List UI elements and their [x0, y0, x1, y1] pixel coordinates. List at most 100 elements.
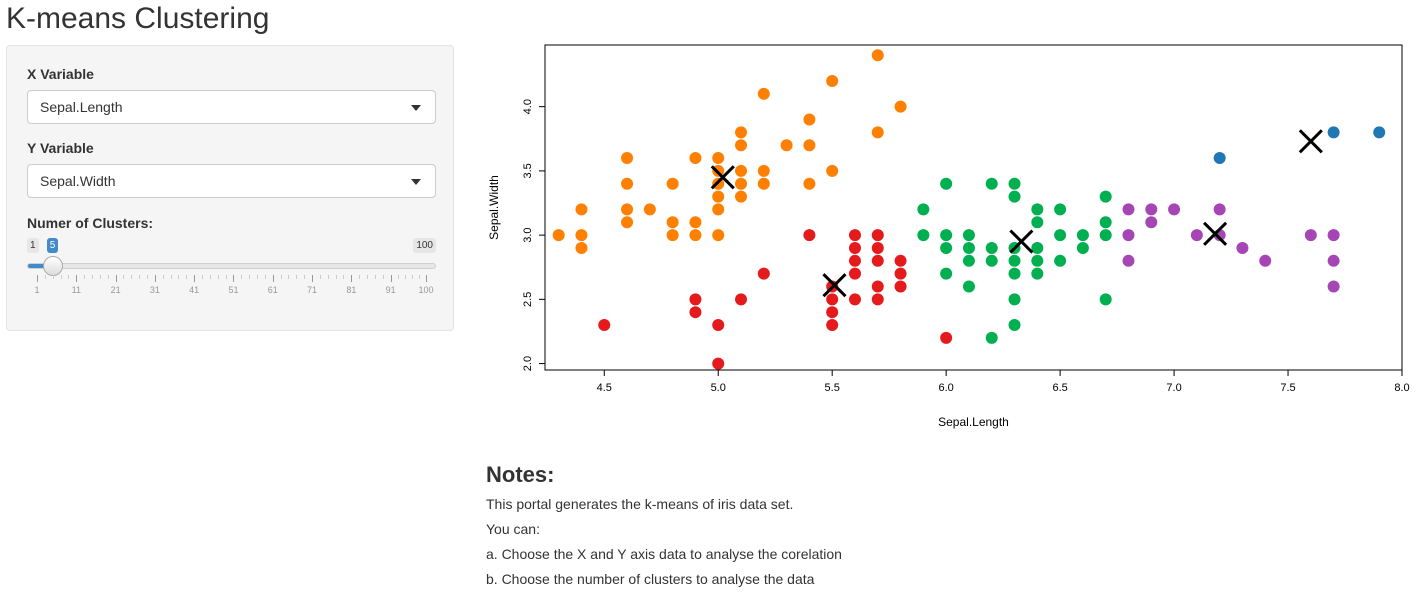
data-point — [1054, 229, 1067, 242]
notes-section: Notes: This portal generates the k-means… — [486, 462, 842, 594]
data-point — [689, 216, 702, 229]
slider-minor-tick — [382, 275, 384, 279]
slider-minor-tick — [92, 275, 93, 279]
data-point — [940, 331, 953, 344]
y-tick-label: 4.0 — [522, 99, 534, 114]
data-point — [1327, 254, 1340, 267]
y-variable-value: Sepal.Width — [40, 173, 116, 189]
data-point — [940, 241, 953, 254]
cluster-center-marker — [822, 273, 847, 298]
data-point — [735, 139, 748, 152]
slider-tick-label: 21 — [110, 285, 121, 295]
slider-minor-tick — [359, 275, 361, 279]
slider-minor-tick — [327, 275, 329, 279]
data-point — [689, 152, 702, 165]
data-point — [712, 319, 725, 332]
clusters-slider[interactable]: 1 100 5 1 11 21 31 41 51 61 71 81 91 100 — [27, 238, 436, 298]
data-point — [1190, 229, 1203, 242]
x-variable-label: X Variable — [27, 66, 94, 82]
data-point — [757, 87, 770, 100]
cluster-center-marker — [710, 165, 735, 190]
slider-minor-tick — [139, 275, 141, 279]
data-point — [826, 74, 839, 87]
slider-minor-tick — [186, 275, 188, 279]
data-point — [621, 152, 634, 165]
data-point — [871, 280, 884, 293]
data-point — [1122, 229, 1135, 242]
chevron-down-icon — [411, 105, 421, 111]
slider-max-label: 100 — [413, 238, 436, 253]
data-point — [1031, 203, 1044, 216]
data-point — [1054, 254, 1067, 267]
note-line: a. Choose the X and Y axis data to analy… — [486, 546, 842, 562]
data-point — [962, 280, 975, 293]
page-title: K-means Clustering — [6, 2, 270, 35]
data-point — [894, 280, 907, 293]
slider-minor-tick — [296, 275, 298, 279]
data-point — [871, 241, 884, 254]
data-point — [1122, 203, 1135, 216]
data-point — [871, 49, 884, 62]
data-point — [917, 229, 930, 242]
note-line: b. Choose the number of clusters to anal… — [486, 571, 815, 587]
data-point — [894, 100, 907, 113]
slider-tick — [351, 275, 353, 282]
slider-minor-tick — [60, 275, 62, 279]
data-point — [985, 331, 998, 344]
slider-track[interactable] — [27, 263, 436, 269]
chevron-down-icon — [411, 179, 421, 185]
data-point — [666, 177, 679, 190]
data-point — [1031, 241, 1044, 254]
slider-minor-tick — [304, 275, 306, 279]
slider-minor-tick — [162, 275, 164, 279]
slider-minor-tick — [397, 275, 399, 279]
data-point — [1145, 203, 1158, 216]
slider-tick-label: 31 — [149, 285, 160, 295]
slider-tick — [76, 275, 78, 282]
slider-minor-tick — [217, 275, 219, 279]
data-point — [962, 229, 975, 242]
x-tick-label: 4.5 — [597, 382, 612, 394]
slider-tick-label: 81 — [346, 285, 357, 295]
data-point — [712, 229, 725, 242]
data-point — [1327, 280, 1340, 293]
data-point — [1168, 203, 1181, 216]
data-point — [826, 319, 839, 332]
y-variable-label: Y Variable — [27, 140, 94, 156]
slider-minor-tick — [52, 275, 54, 279]
data-point — [712, 190, 725, 203]
data-point — [1327, 126, 1340, 139]
data-point — [848, 293, 861, 306]
data-point — [826, 164, 839, 177]
x-tick-label: 8.0 — [1394, 382, 1409, 394]
data-point — [848, 241, 861, 254]
note-line: You can: — [486, 521, 540, 537]
data-point — [598, 319, 611, 332]
data-point — [689, 293, 702, 306]
y-tick-label: 3.5 — [522, 163, 534, 178]
slider-value-label: 5 — [46, 238, 59, 253]
data-point — [780, 139, 793, 152]
data-point — [894, 254, 907, 267]
slider-minor-tick — [99, 275, 101, 279]
slider-tick-label: 100 — [418, 285, 434, 295]
slider-minor-tick — [335, 275, 337, 279]
slider-minor-tick — [411, 275, 413, 279]
data-point — [621, 216, 634, 229]
x-axis-label: Sepal.Length — [938, 415, 1009, 429]
data-point — [1054, 203, 1067, 216]
y-tick-label: 3.0 — [522, 227, 534, 242]
data-point — [1008, 177, 1021, 190]
data-point — [689, 229, 702, 242]
slider-minor-tick — [44, 275, 46, 279]
slider-minor-tick — [367, 275, 369, 279]
slider-handle[interactable] — [42, 256, 63, 276]
slider-minor-tick — [257, 275, 259, 279]
x-variable-select[interactable]: Sepal.Length — [27, 90, 436, 124]
note-line: This portal generates the k-means of iri… — [486, 496, 794, 512]
slider-tick — [37, 275, 38, 282]
y-variable-select[interactable]: Sepal.Width — [27, 164, 436, 198]
slider-tick — [426, 275, 427, 282]
slider-tick — [233, 275, 235, 282]
data-point — [621, 203, 634, 216]
